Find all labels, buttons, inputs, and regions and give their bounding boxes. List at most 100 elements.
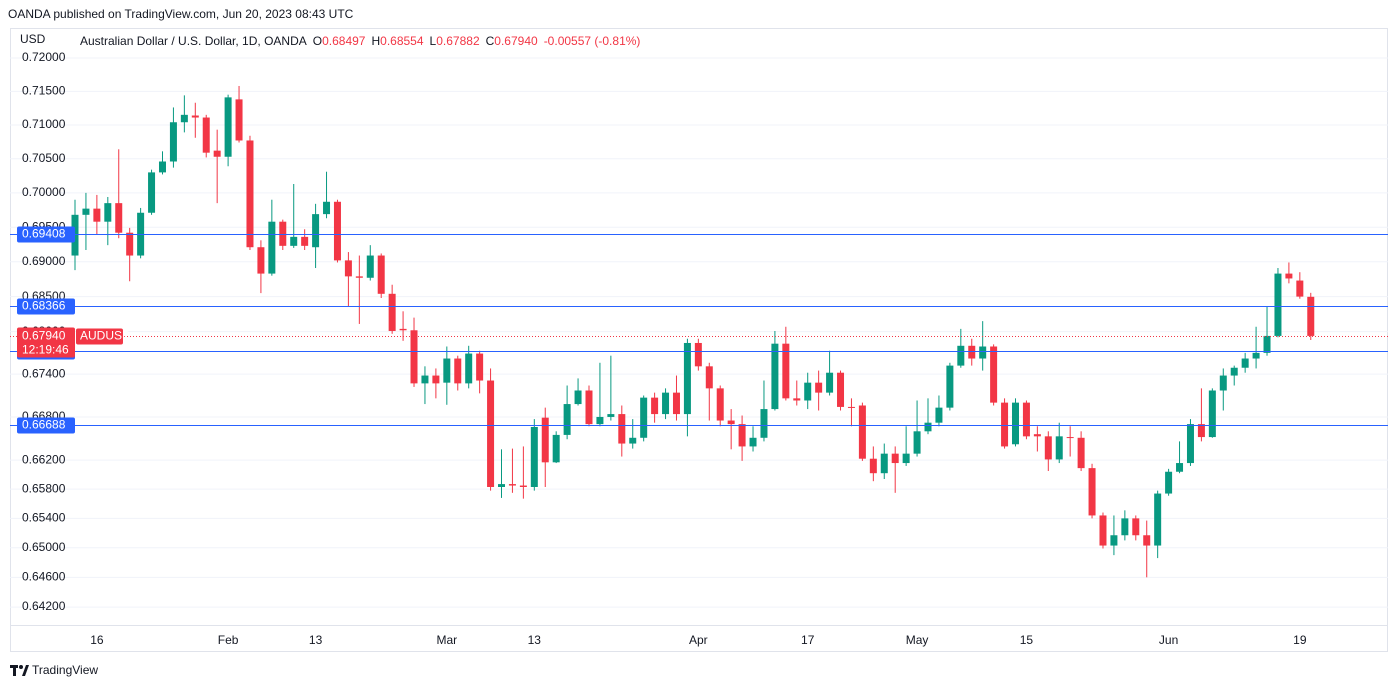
candle-body xyxy=(1285,273,1293,279)
y-tick-label: 0.67400 xyxy=(22,366,66,380)
candle-body xyxy=(257,247,265,274)
candle-body xyxy=(498,484,506,487)
level-label: 0.68366 xyxy=(22,299,66,313)
candle-body xyxy=(191,115,199,118)
candle-body xyxy=(1033,434,1041,437)
y-tick-label: 0.66200 xyxy=(22,452,66,466)
x-tick-label: Mar xyxy=(436,633,457,647)
y-tick-label: 0.72000 xyxy=(22,50,66,64)
y-tick-label: 0.70500 xyxy=(22,151,66,165)
candle-body xyxy=(443,358,451,383)
candle-body xyxy=(804,382,812,401)
x-tick-label: 16 xyxy=(90,633,104,647)
candle-body xyxy=(837,372,845,407)
candle-body xyxy=(323,201,331,215)
ohlc-value: 0.67940 xyxy=(494,34,538,48)
candle-body xyxy=(1197,424,1205,438)
ohlc-key: L xyxy=(430,34,437,48)
candle-body xyxy=(760,409,768,438)
candle-body xyxy=(629,437,637,444)
x-tick-label: 15 xyxy=(1020,633,1034,647)
candle-body xyxy=(683,342,691,415)
candle-body xyxy=(224,97,232,157)
candle-body xyxy=(1077,437,1085,469)
candle-body xyxy=(574,390,582,405)
candle-body xyxy=(169,122,177,162)
instrument-line: Australian Dollar / U.S. Dollar, 1D, OAN… xyxy=(80,34,640,48)
candle-body xyxy=(880,453,888,474)
x-tick-label: Jun xyxy=(1159,633,1178,647)
candle-body xyxy=(93,208,101,222)
currency: USD xyxy=(20,32,46,46)
candle-body xyxy=(662,392,670,415)
candle-body xyxy=(115,203,123,233)
candle-body xyxy=(333,201,341,261)
candle-body xyxy=(1219,375,1227,391)
x-tick-label: 13 xyxy=(528,633,542,647)
candle-body xyxy=(771,343,779,410)
y-tick-label: 0.65400 xyxy=(22,511,66,525)
axes: 0.64200 0.64600 0.65000 0.65400 0.65800 0.662… xyxy=(22,50,1307,647)
y-tick-label: 0.71000 xyxy=(22,117,66,131)
candle-body xyxy=(913,431,921,454)
candle-body xyxy=(563,404,571,435)
symbol-badge xyxy=(76,328,123,345)
overlays: 0.694080.683660.677250.666880.6794012:19… xyxy=(10,226,1388,434)
y-tick-label: 0.65800 xyxy=(22,481,66,495)
candle-body xyxy=(847,406,855,408)
candle-body xyxy=(858,405,866,459)
candle-body xyxy=(1186,424,1194,464)
candle-body xyxy=(968,345,976,359)
candle-body xyxy=(738,424,746,447)
y-tick-label: 0.69000 xyxy=(22,254,66,268)
candle-body xyxy=(399,328,407,331)
candle-body xyxy=(891,453,899,464)
candle-body xyxy=(180,114,188,123)
candle-body xyxy=(290,236,298,246)
candle-body xyxy=(902,453,910,464)
candle-body xyxy=(1055,436,1063,460)
candle-body xyxy=(312,214,320,248)
candle-body xyxy=(1022,402,1030,437)
grid xyxy=(10,57,1388,608)
level-label: 0.66688 xyxy=(22,418,66,432)
candle-body xyxy=(202,117,210,153)
candle-body xyxy=(476,353,484,381)
candle-body xyxy=(1001,402,1009,447)
candle-body xyxy=(585,390,593,425)
candle-body xyxy=(1143,535,1151,546)
candle-body xyxy=(268,221,276,274)
candle-body xyxy=(377,255,385,294)
candle-body xyxy=(1176,463,1184,472)
instrument: Australian Dollar / U.S. Dollar, 1D, OAN… xyxy=(80,34,307,48)
ohlc-value: 0.68554 xyxy=(380,34,424,48)
candle-body xyxy=(541,417,549,463)
candle-body xyxy=(1230,367,1238,376)
candle-body xyxy=(640,397,648,438)
candle-body xyxy=(716,388,724,421)
x-tick-label: Feb xyxy=(218,633,239,647)
candle-body xyxy=(366,255,374,278)
candle-body xyxy=(869,458,877,474)
candle-body xyxy=(1252,352,1260,359)
candle-body xyxy=(957,345,965,366)
candle-body xyxy=(935,407,943,423)
candle-body xyxy=(235,99,243,141)
level-badge xyxy=(17,226,75,243)
candle-body xyxy=(213,150,221,157)
candle-body xyxy=(1274,273,1282,336)
x-tick-label: May xyxy=(906,633,929,647)
candle-body xyxy=(1165,471,1173,494)
x-tick-label: Apr xyxy=(689,633,708,647)
change: -0.00557 (-0.81%) xyxy=(544,34,641,48)
y-tick-label: 0.71500 xyxy=(22,84,66,98)
frame xyxy=(10,28,1388,652)
candle-body xyxy=(990,346,998,403)
candle-body xyxy=(826,372,834,393)
countdown: 12:19:46 xyxy=(22,343,69,357)
candle-body xyxy=(1088,468,1096,516)
candle-body xyxy=(344,260,352,277)
ohlc-value: 0.67882 xyxy=(436,34,480,48)
